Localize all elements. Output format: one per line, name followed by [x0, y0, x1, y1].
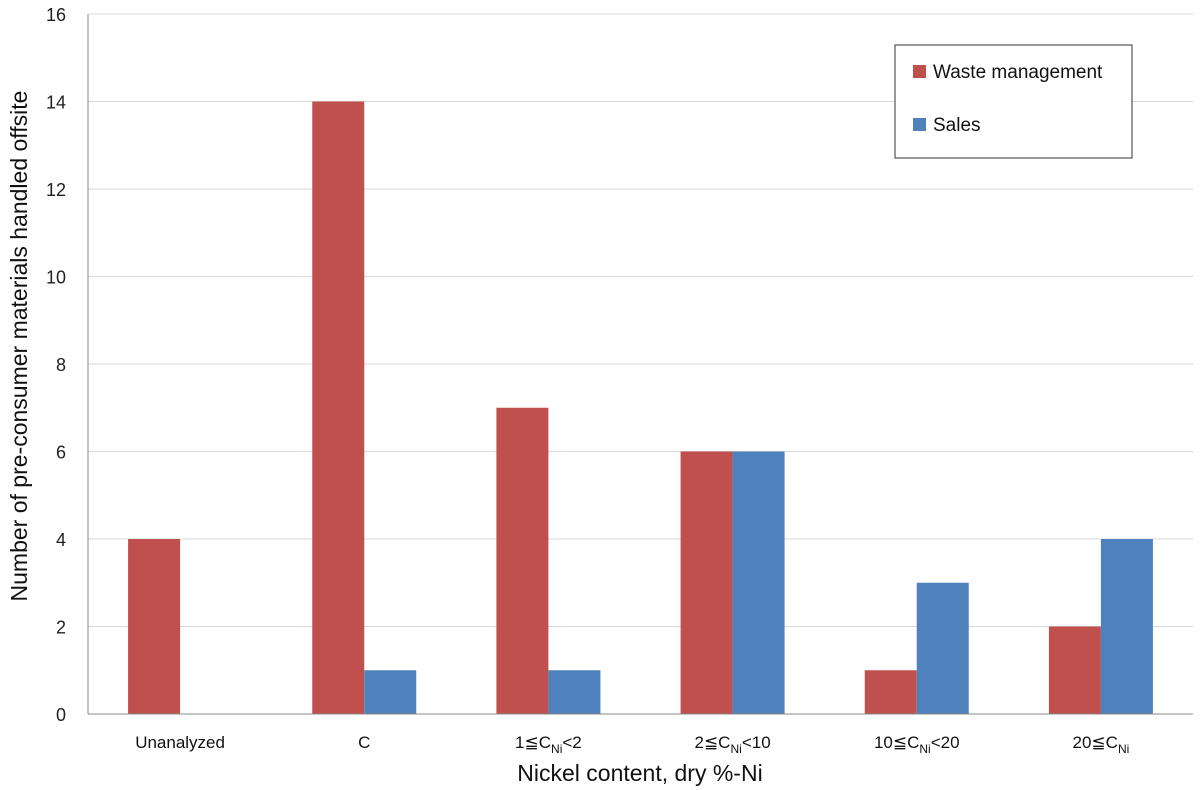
bars — [128, 101, 1153, 714]
category-suffix: <10 — [742, 733, 771, 752]
category-suffix: <2 — [562, 733, 581, 752]
axes — [87, 14, 1193, 715]
bar-sales — [364, 670, 417, 714]
x-category-labels: Unanalyzed C 1≦CNi<2 2≦CNi<10 10≦CNi<20 20≦CN… — [135, 733, 1129, 756]
y-tick-label: 6 — [56, 443, 66, 463]
y-tick-label: 2 — [56, 618, 66, 638]
category-prefix: 10≦C — [874, 733, 919, 752]
category-subscript: Ni — [1118, 742, 1129, 756]
y-tick-label: 16 — [46, 5, 66, 25]
x-category-label: 20≦CNi — [1073, 733, 1130, 756]
legend-swatch — [913, 65, 926, 78]
legend-label: Waste management — [933, 62, 1103, 83]
y-tick-label: 0 — [56, 705, 66, 725]
category-subscript: Ni — [919, 742, 930, 756]
category-prefix: 20≦C — [1073, 733, 1118, 752]
bar-sales — [1100, 539, 1153, 714]
bar-sales — [916, 582, 969, 714]
bar-waste-management — [312, 101, 365, 714]
category-subscript: Ni — [730, 742, 741, 756]
category-prefix: 2≦C — [694, 733, 730, 752]
y-tick-label: 14 — [46, 93, 66, 113]
category-prefix: 1≦C — [515, 733, 551, 752]
y-tick-label: 10 — [46, 268, 66, 288]
y-tick-label: 8 — [56, 355, 66, 375]
x-category-label: 2≦CNi<10 — [694, 733, 770, 756]
bar-waste-management — [680, 451, 733, 714]
category-subscript: Ni — [551, 742, 562, 756]
bar-waste-management — [1048, 626, 1101, 714]
y-axis-title: Number of pre-consumer materials handled… — [6, 91, 32, 602]
legend-box — [894, 44, 1133, 159]
gridlines — [88, 13, 1193, 627]
x-category-label: C — [358, 733, 370, 752]
x-category-label: 10≦CNi<20 — [874, 733, 960, 756]
x-category-label: 1≦CNi<2 — [515, 733, 582, 756]
category-suffix: <20 — [931, 733, 960, 752]
y-tick-label: 4 — [56, 530, 66, 550]
bar-waste-management — [496, 407, 549, 714]
y-tick-label: 12 — [46, 180, 66, 200]
x-axis-title: Nickel content, dry %-Ni — [517, 760, 762, 786]
legend-swatch — [913, 118, 926, 131]
bar-sales — [548, 670, 601, 714]
x-category-label: Unanalyzed — [135, 733, 225, 752]
y-tick-labels: 0 2 4 6 8 10 12 14 16 — [46, 5, 66, 725]
bar-sales — [732, 451, 785, 714]
bar-waste-management — [128, 539, 181, 714]
legend: Waste management Sales — [894, 44, 1133, 159]
bar-waste-management — [864, 670, 917, 714]
legend-label: Sales — [933, 115, 981, 136]
